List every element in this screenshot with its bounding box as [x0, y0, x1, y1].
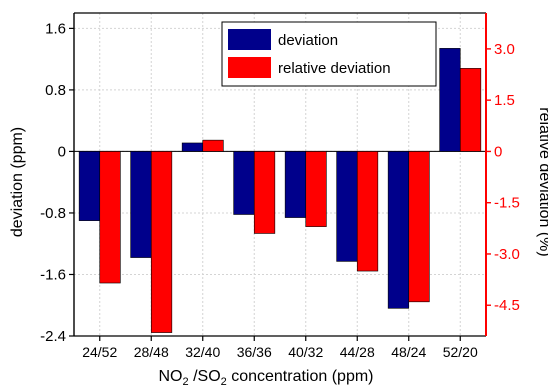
bar-relative-deviation-52-20 — [459, 68, 482, 152]
bar-relative-deviation-40-32 — [305, 151, 327, 227]
category-label: 48/24 — [391, 344, 426, 360]
bar-deviation-28-48 — [130, 151, 152, 258]
right-tick-label: -1.5 — [494, 195, 520, 212]
bar-relative-deviation-48-24 — [408, 151, 430, 303]
left-tick-label: -2.4 — [40, 328, 66, 345]
category-label: 28/48 — [134, 344, 169, 360]
bar-relative-deviation-36-36 — [253, 151, 276, 234]
bar-deviation-52-20 — [439, 48, 461, 152]
bar-relative-deviation-32-40 — [202, 139, 224, 152]
bar-relative-deviation-44-28 — [356, 151, 379, 272]
legend-label-deviation: deviation — [278, 32, 338, 49]
right-axis: -4.5 -3.0 -1.5 0 1.5 3.0 — [485, 13, 520, 336]
legend-label-relative-deviation: relative deviation — [278, 60, 391, 77]
bar-deviation-44-28 — [336, 151, 358, 262]
bar-deviation-48-24 — [387, 151, 410, 309]
left-tick-label: 0 — [58, 143, 66, 160]
right-tick-label: 3.0 — [494, 41, 515, 58]
right-tick-label: 1.5 — [494, 92, 515, 109]
bar-relative-deviation-28-48 — [150, 151, 173, 333]
left-tick-label: -1.6 — [40, 266, 66, 283]
y-axis-label-right: relative deviation (%) — [536, 107, 548, 256]
legend-swatch-deviation — [228, 29, 271, 50]
right-tick-label: -4.5 — [494, 297, 520, 314]
x-axis: 24/52 28/48 32/40 36/36 40/32 44/28 48/24 52/20 — [82, 336, 478, 360]
right-tick-label: 0 — [494, 143, 502, 160]
left-tick-label: 0.8 — [45, 82, 66, 99]
bar-relative-deviation-24-52 — [99, 151, 121, 284]
left-axis: -2.4 -1.6 -0.8 0 0.8 1.6 — [40, 13, 75, 345]
category-label: 36/36 — [237, 344, 272, 360]
bar-deviation-32-40 — [181, 142, 204, 152]
left-tick-label: -0.8 — [40, 205, 66, 222]
bars — [78, 48, 482, 333]
y-axis-label-left: deviation (ppm) — [9, 127, 26, 237]
bar-deviation-24-52 — [78, 151, 101, 221]
plot-frame — [74, 12, 486, 337]
bar-deviation-40-32 — [284, 151, 307, 218]
left-tick-label: 1.6 — [45, 20, 66, 37]
right-tick-label: -3.0 — [494, 246, 520, 263]
category-label: 44/28 — [340, 344, 375, 360]
x-axis-label: NO2 /SO2 concentration (ppm) — [159, 368, 374, 388]
legend-swatch-relative-deviation — [228, 57, 271, 78]
category-label: 52/20 — [443, 344, 478, 360]
category-label: 32/40 — [185, 344, 220, 360]
category-label: 24/52 — [82, 344, 117, 360]
category-label: 40/32 — [288, 344, 323, 360]
bar-deviation-36-36 — [233, 151, 255, 215]
legend: deviation relative deviation — [221, 21, 437, 87]
